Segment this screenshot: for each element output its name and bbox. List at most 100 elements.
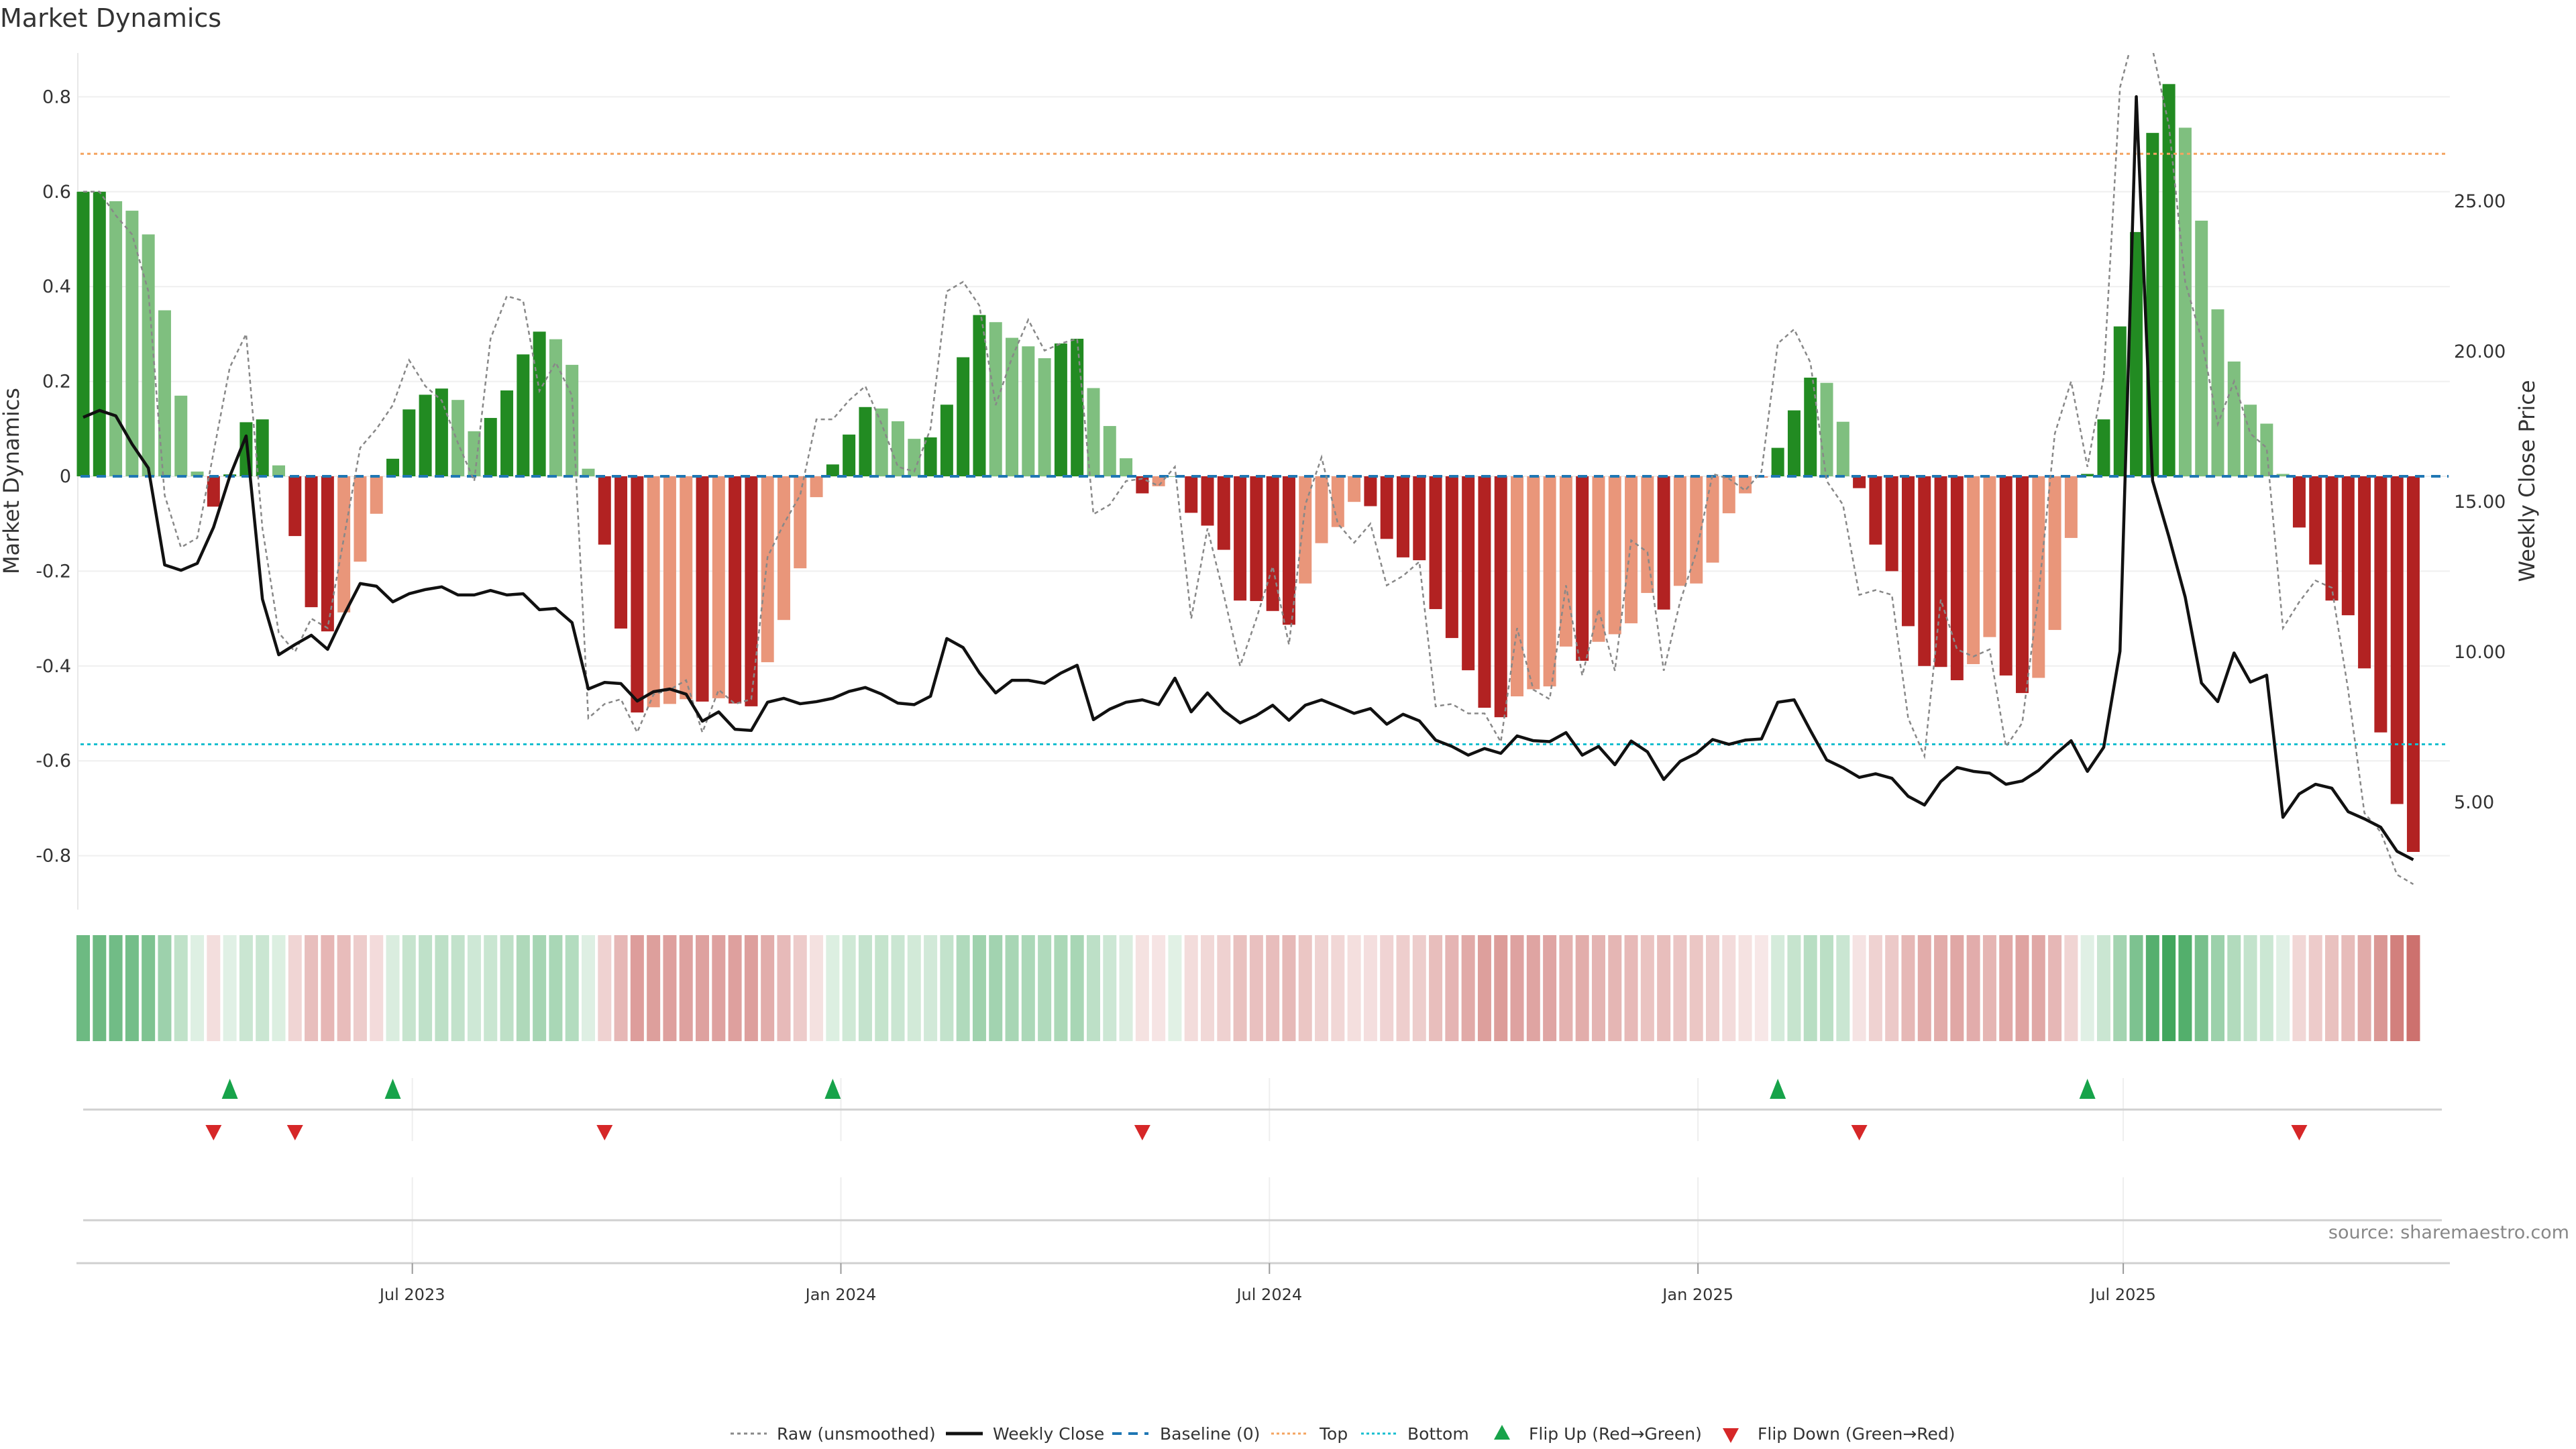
strip-cell: [2341, 935, 2355, 1041]
strip-cell: [1706, 935, 1719, 1041]
negative-bar: [370, 476, 383, 514]
left-tick-label: -0.6: [36, 751, 71, 771]
negative-bar: [729, 476, 742, 704]
negative-bar: [761, 476, 774, 663]
strip-cell: [728, 935, 742, 1041]
strip-cell: [1477, 935, 1491, 1041]
positive-bar: [566, 364, 579, 476]
negative-bar: [1934, 476, 1947, 667]
strip-cell: [272, 935, 286, 1041]
positive-bar: [533, 331, 546, 476]
strip-cell: [321, 935, 335, 1041]
flip-down-marker-icon: [286, 1125, 303, 1140]
positive-bar: [1804, 377, 1817, 476]
negative-bar: [1511, 476, 1524, 697]
strip-cell: [1771, 935, 1785, 1041]
positive-bar: [843, 434, 856, 476]
negative-bar: [1331, 476, 1344, 527]
negative-bar: [1918, 476, 1931, 666]
positive-bar: [826, 464, 839, 476]
strip-cell: [842, 935, 856, 1041]
positive-bar: [2113, 326, 2127, 476]
legend-baseline-label: Baseline (0): [1160, 1424, 1260, 1444]
positive-bar: [125, 211, 139, 476]
strip-cell: [1494, 935, 1508, 1041]
positive-bar: [908, 439, 921, 476]
strip-cell: [2064, 935, 2078, 1041]
negative-bar: [1396, 476, 1409, 557]
strip-cell: [500, 935, 514, 1041]
positive-bar: [892, 421, 904, 476]
strip-cell: [777, 935, 791, 1041]
strip-cell: [630, 935, 644, 1041]
negative-bar: [1608, 476, 1621, 635]
strip-cell: [1917, 935, 1931, 1041]
negative-bar: [1625, 476, 1638, 624]
strip-cell: [2162, 935, 2176, 1041]
positive-bar: [1820, 382, 1833, 476]
strip-cell: [419, 935, 433, 1041]
strip-cell: [1298, 935, 1312, 1041]
strip-cell: [386, 935, 400, 1041]
negative-bar: [2358, 476, 2371, 669]
negative-bar: [777, 476, 790, 621]
strip-cell: [858, 935, 872, 1041]
strip-cell: [2259, 935, 2273, 1041]
strip-cell: [696, 935, 710, 1041]
strip-cell: [2390, 935, 2404, 1041]
positive-bar: [1120, 458, 1133, 476]
left-axis-ticks: -0.8 -0.6 -0.4 -0.2 0 0.2 0.4 0.6 0.8: [36, 87, 71, 866]
positive-bar: [1071, 338, 1084, 476]
flip-up-marker-icon: [384, 1079, 401, 1099]
strip-cell: [1999, 935, 2013, 1041]
strip-cell: [2178, 935, 2192, 1041]
legend-flip-down-label: Flip Down (Green→Red): [1758, 1424, 1955, 1444]
negative-bar: [1999, 476, 2012, 676]
negative-bar: [1950, 476, 1964, 681]
strip-cell: [288, 935, 302, 1041]
legend-raw-label: Raw (unsmoothed): [777, 1424, 936, 1444]
strip-cell: [744, 935, 758, 1041]
dynamics-bars: [76, 84, 2420, 852]
negative-bar: [1559, 476, 1572, 647]
strip-cell: [1901, 935, 1915, 1041]
negative-bar: [1641, 476, 1654, 593]
right-tick-label: 5.00: [2454, 792, 2494, 813]
strip-cell: [2227, 935, 2241, 1041]
strip-cell: [598, 935, 612, 1041]
legend-flip-down-icon: [1723, 1428, 1739, 1443]
strip-cell: [1217, 935, 1231, 1041]
positive-bar: [2081, 474, 2094, 476]
strip-cell: [1934, 935, 1948, 1041]
negative-bar: [647, 476, 660, 708]
strip-cell: [1526, 935, 1540, 1041]
strip-cell: [1722, 935, 1736, 1041]
negative-bar: [1185, 476, 1198, 513]
strip-cell: [972, 935, 986, 1041]
left-tick-label: 0: [60, 466, 71, 487]
strip-cell: [956, 935, 970, 1041]
positive-bar: [256, 419, 269, 476]
right-axis-label: Weekly Close Price: [2514, 380, 2540, 582]
negative-bar: [2016, 476, 2029, 694]
weekly-close-line: [83, 95, 2414, 861]
positive-bar: [517, 354, 530, 476]
strip-cell: [1249, 935, 1263, 1041]
strip-cell: [1950, 935, 1964, 1041]
strip-cell: [93, 935, 107, 1041]
flip-down-marker-icon: [1851, 1125, 1868, 1140]
right-tick-label: 20.00: [2454, 341, 2506, 362]
positive-bar: [109, 201, 123, 476]
positive-bar: [451, 400, 465, 476]
flip-markers-panel: [83, 1078, 2442, 1263]
negative-bar: [631, 476, 644, 713]
positive-bar: [2097, 419, 2110, 476]
strip-cell: [1119, 935, 1133, 1041]
strip-cell: [467, 935, 481, 1041]
positive-bar: [1054, 343, 1067, 476]
strip-cell: [663, 935, 677, 1041]
x-tick-label: Jan 2024: [804, 1285, 877, 1304]
strip-cell: [2096, 935, 2110, 1041]
strip-cell: [1445, 935, 1459, 1041]
right-tick-label: 15.00: [2454, 492, 2506, 513]
